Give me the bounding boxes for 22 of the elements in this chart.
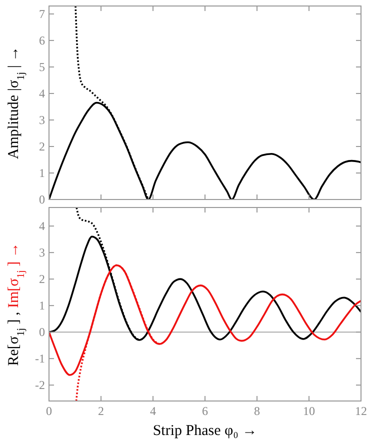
- y-tick-label: 0: [39, 325, 45, 340]
- x-tick-label: 12: [355, 404, 367, 418]
- y-tick-label: 3: [39, 112, 45, 127]
- x-tick-label: 4: [150, 404, 156, 418]
- y-tick-label: 4: [39, 86, 45, 100]
- y-tick-label: 2: [39, 272, 45, 286]
- y-tick-label: -2: [35, 378, 45, 392]
- y-tick-label: 2: [39, 139, 45, 154]
- y-tick-label: 4: [39, 219, 45, 234]
- y-tick-label: 7: [39, 6, 45, 21]
- y-tick-label: 1: [39, 166, 45, 180]
- x-axis-title: Strip Phase φ₀ →: [152, 423, 258, 439]
- x-tick-label: 6: [202, 404, 208, 418]
- y-tick-label: 5: [39, 60, 45, 74]
- x-tick-label: 8: [254, 404, 260, 418]
- y-tick-label: 1: [39, 298, 45, 313]
- y-tick-label: -1: [35, 352, 45, 366]
- y-tick-label: 3: [39, 246, 45, 260]
- y-tick-label: 0: [39, 192, 45, 206]
- y-tick-label: 6: [39, 33, 45, 48]
- x-tick-label: 10: [303, 404, 315, 418]
- x-tick-label: 2: [98, 404, 104, 418]
